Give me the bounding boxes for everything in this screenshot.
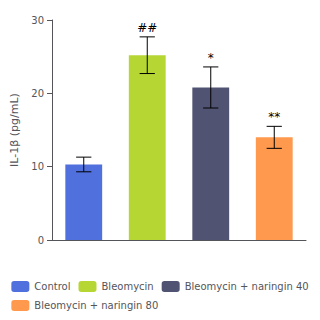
- svg-text:Control: Control: [34, 281, 70, 292]
- svg-text:IL-1β (pg/mL): IL-1β (pg/mL): [8, 93, 21, 167]
- svg-text:Bleomycin + naringin 40: Bleomycin + naringin 40: [185, 281, 309, 292]
- svg-text:Bleomycin: Bleomycin: [101, 281, 153, 292]
- svg-text:30: 30: [31, 15, 44, 26]
- svg-text:0: 0: [38, 235, 44, 246]
- svg-text:20: 20: [31, 88, 44, 99]
- svg-text:*: *: [208, 51, 214, 65]
- svg-text:**: **: [268, 110, 280, 124]
- svg-text:##: ##: [137, 21, 157, 35]
- svg-text:10: 10: [31, 161, 44, 172]
- svg-text:Bleomycin + naringin 80: Bleomycin + naringin 80: [34, 300, 158, 311]
